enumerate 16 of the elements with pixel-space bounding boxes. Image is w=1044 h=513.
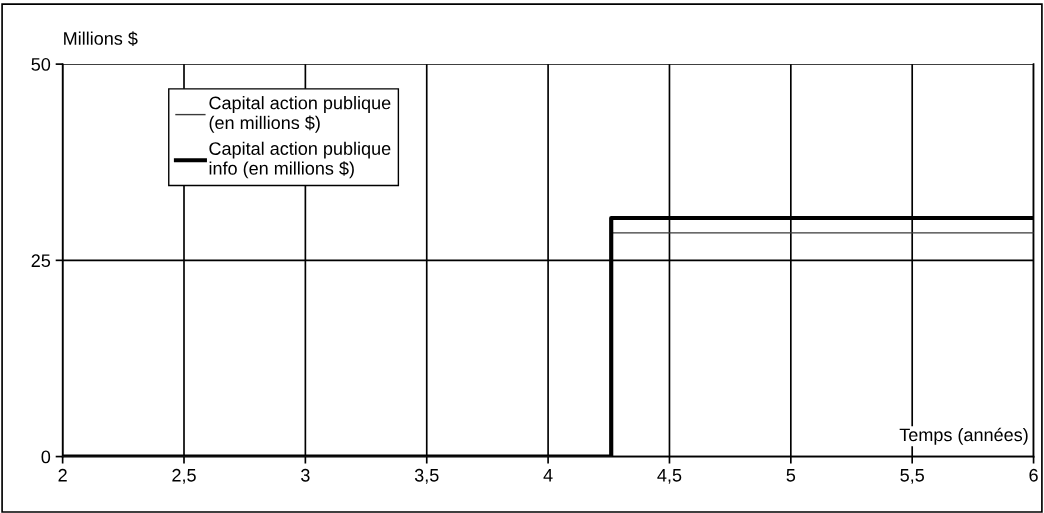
legend-label: Capital action publique info (en millions $) (209, 141, 391, 179)
x-axis-title: Temps (années) (899, 427, 1028, 445)
x-tick-label: 2,5 (172, 468, 196, 484)
x-tick-label: 5 (786, 469, 796, 482)
x-tick-label: 3 (301, 468, 310, 482)
x-tick-label: 2 (58, 468, 67, 482)
x-tick-label: 4,5 (657, 469, 682, 484)
x-tick-label: 4 (543, 469, 553, 482)
x-tick-label: 5,5 (900, 469, 924, 484)
y-tick-label: 50 (31, 58, 51, 71)
y-tick-label: 0 (41, 450, 51, 464)
y-tick-label: 25 (31, 254, 51, 268)
x-tick-label: 3,5 (414, 468, 439, 484)
y-axis-title: Millions $ (64, 31, 138, 46)
legend-label: Capital action publique (en millions $) (209, 96, 391, 133)
x-tick-label: 6 (1029, 468, 1038, 482)
